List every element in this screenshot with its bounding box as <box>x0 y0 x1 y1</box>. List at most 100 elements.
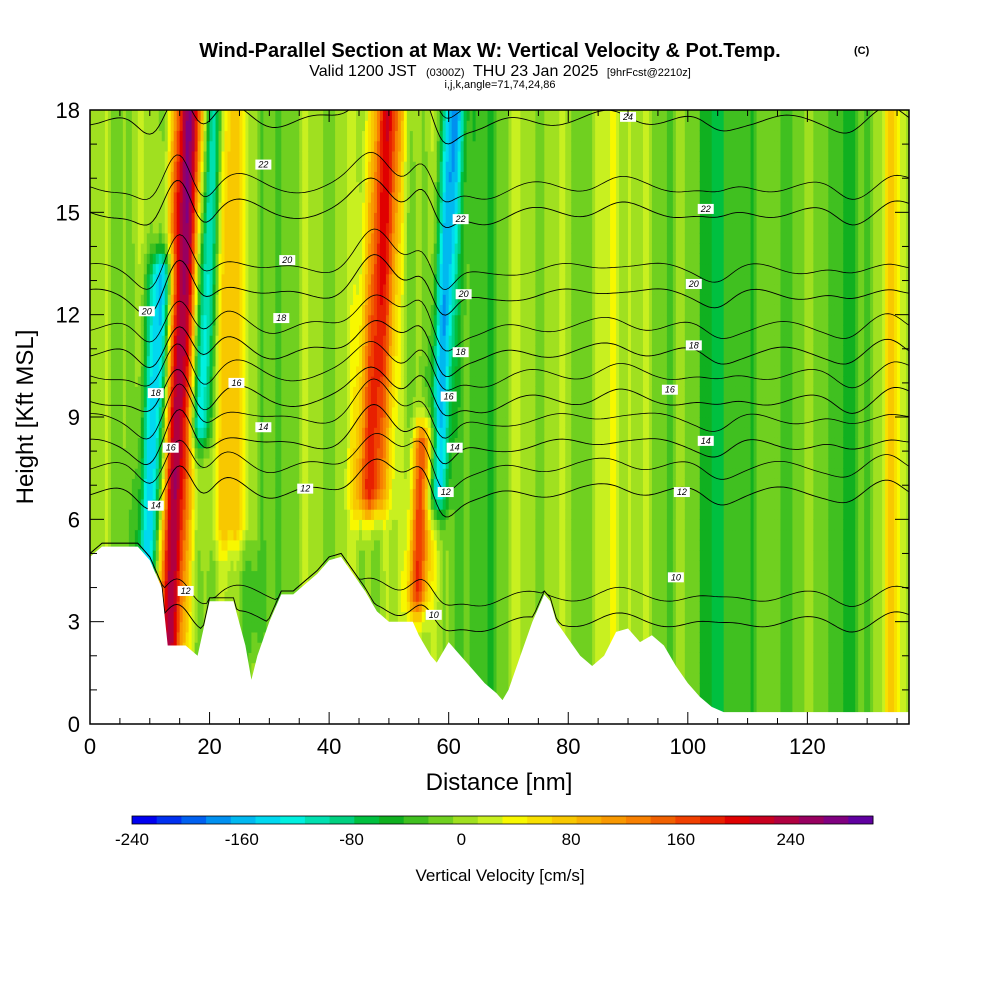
velocity-cell <box>185 222 190 234</box>
velocity-cell <box>269 314 273 326</box>
velocity-cell <box>326 222 330 234</box>
velocity-cell <box>92 304 97 316</box>
velocity-cell <box>275 161 279 172</box>
velocity-cell <box>209 335 214 346</box>
velocity-cell <box>92 212 97 224</box>
velocity-cell <box>302 365 306 377</box>
velocity-cell <box>248 550 253 561</box>
velocity-cell <box>92 263 97 275</box>
velocity-cell <box>128 539 133 551</box>
velocity-cell <box>200 519 205 531</box>
velocity-cell <box>311 498 315 510</box>
velocity-cell <box>320 263 324 275</box>
velocity-cell <box>185 110 190 121</box>
velocity-cell <box>125 161 130 172</box>
velocity-cell <box>101 478 106 490</box>
velocity-cell <box>233 335 238 346</box>
velocity-cell <box>299 120 303 132</box>
velocity-cell <box>221 202 226 213</box>
velocity-cell <box>293 263 297 275</box>
velocity-cell <box>260 273 264 285</box>
velocity-cell <box>254 324 258 336</box>
velocity-cell <box>329 550 333 561</box>
velocity-cell <box>245 253 250 265</box>
velocity-cell <box>164 263 169 275</box>
velocity-cell <box>128 468 133 479</box>
velocity-cell <box>305 130 309 142</box>
velocity-cell <box>314 222 318 234</box>
velocity-cell <box>113 386 118 398</box>
velocity-cell <box>212 427 217 439</box>
velocity-cell <box>200 498 205 510</box>
velocity-cell <box>317 550 321 561</box>
velocity-cell <box>149 222 154 234</box>
velocity-cell <box>275 437 279 449</box>
velocity-cell <box>128 243 133 254</box>
velocity-cell <box>128 253 133 265</box>
velocity-cell <box>137 529 142 541</box>
velocity-cell <box>179 110 184 121</box>
velocity-cell <box>173 365 178 377</box>
velocity-cell <box>335 202 339 213</box>
velocity-cell <box>170 478 175 490</box>
velocity-cell <box>170 150 175 162</box>
velocity-cell <box>149 283 154 295</box>
velocity-cell <box>245 570 250 582</box>
velocity-cell <box>179 120 184 132</box>
velocity-cell <box>104 365 109 377</box>
velocity-cell <box>248 191 253 203</box>
velocity-cell <box>182 447 187 459</box>
velocity-cell <box>176 386 181 398</box>
velocity-cell <box>233 550 238 561</box>
velocity-cell <box>185 611 190 623</box>
velocity-cell <box>206 498 211 510</box>
velocity-cell <box>206 396 211 408</box>
velocity-cell <box>152 437 157 449</box>
velocity-cell <box>90 437 94 449</box>
velocity-cell <box>227 171 232 183</box>
velocity-cell <box>209 283 214 295</box>
velocity-cell <box>308 437 312 449</box>
velocity-cell <box>278 509 282 520</box>
velocity-cell <box>158 161 163 172</box>
velocity-cell <box>215 580 220 592</box>
velocity-cell <box>194 590 199 602</box>
velocity-cell <box>320 161 324 172</box>
velocity-cell <box>146 294 151 306</box>
velocity-cell <box>203 509 208 520</box>
velocity-cell <box>155 263 160 275</box>
velocity-cell <box>128 202 133 213</box>
velocity-cell <box>269 150 273 162</box>
velocity-cell <box>293 222 297 234</box>
velocity-cell <box>320 498 324 510</box>
velocity-cell <box>287 335 291 346</box>
velocity-cell <box>323 550 327 561</box>
velocity-cell <box>227 560 232 572</box>
velocity-cell <box>188 642 193 653</box>
velocity-cell <box>221 580 226 592</box>
velocity-cell <box>188 488 193 500</box>
velocity-cell <box>284 437 288 449</box>
velocity-cell <box>164 509 169 520</box>
velocity-cell <box>236 191 241 203</box>
velocity-cell <box>311 570 315 582</box>
velocity-cell <box>329 202 333 213</box>
velocity-cell <box>221 488 226 500</box>
velocity-cell <box>221 457 226 469</box>
velocity-cell <box>176 120 181 132</box>
velocity-cell <box>311 171 315 183</box>
velocity-cell <box>245 283 250 295</box>
velocity-cell <box>305 427 309 439</box>
velocity-cell <box>200 488 205 500</box>
velocity-cell <box>179 191 184 203</box>
velocity-cell <box>212 314 217 326</box>
velocity-cell <box>134 519 139 531</box>
velocity-cell <box>326 478 330 490</box>
velocity-cell <box>113 396 118 408</box>
velocity-cell <box>92 140 97 152</box>
velocity-cell <box>263 529 267 541</box>
velocity-cell <box>317 232 321 244</box>
velocity-cell <box>239 468 244 479</box>
velocity-cell <box>311 181 315 193</box>
